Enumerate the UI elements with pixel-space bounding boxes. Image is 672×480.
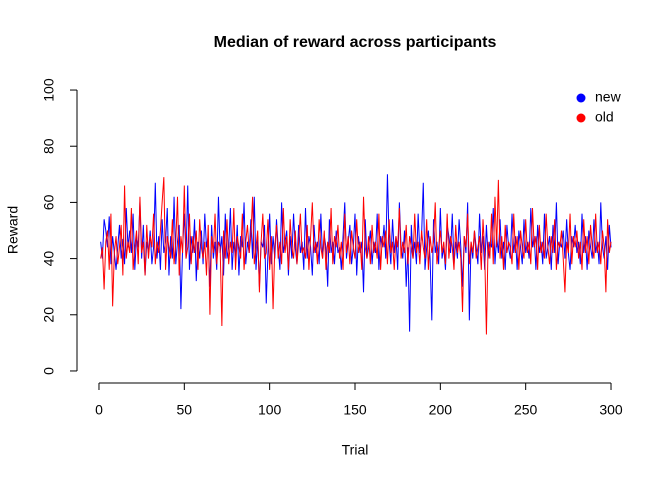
y-tick-label: 80	[41, 138, 57, 154]
legend-marker	[576, 113, 586, 123]
y-tick-label: 100	[41, 78, 57, 102]
y-tick-label: 40	[41, 251, 57, 267]
y-tick-label: 20	[41, 307, 57, 323]
legend-label: new	[595, 89, 622, 105]
y-tick-label: 0	[41, 367, 57, 375]
y-tick-label: 60	[41, 194, 57, 210]
chart-title: Median of reward across participants	[214, 34, 497, 51]
legend-label: old	[595, 109, 614, 125]
x-tick-label: 0	[95, 402, 103, 418]
legend-marker	[576, 93, 586, 103]
x-tick-label: 100	[258, 402, 282, 418]
x-tick-label: 150	[343, 402, 367, 418]
y-axis-label: Reward	[5, 206, 21, 254]
x-tick-label: 300	[599, 402, 623, 418]
x-tick-label: 50	[177, 402, 193, 418]
x-tick-label: 250	[514, 402, 538, 418]
x-axis-label: Trial	[342, 442, 369, 458]
x-tick-label: 200	[429, 402, 453, 418]
series-line	[100, 177, 612, 335]
